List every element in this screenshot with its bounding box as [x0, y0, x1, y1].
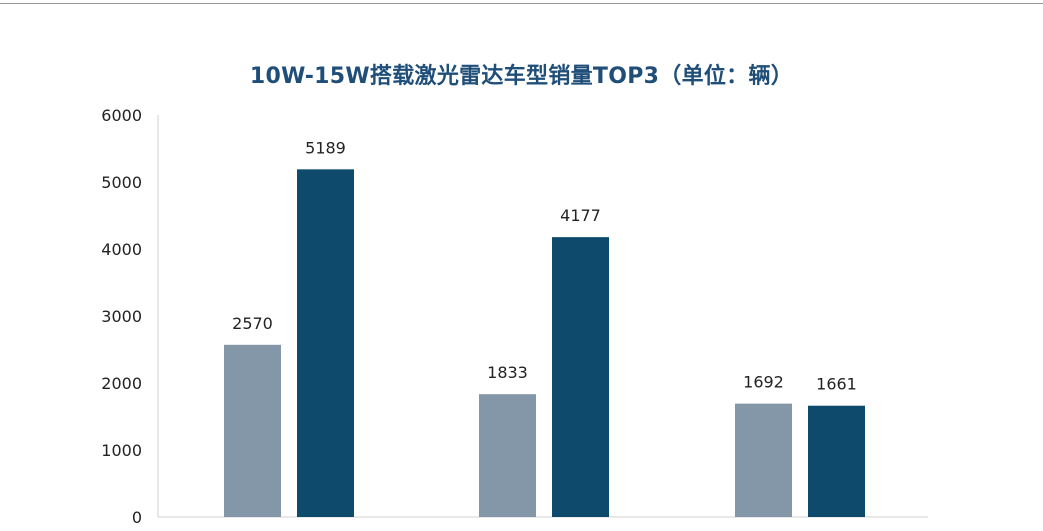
y-tick-label: 0: [132, 508, 142, 527]
bar: [297, 169, 354, 517]
y-tick-labels: 0 1000 2000 3000 4000 5000 6000: [101, 106, 142, 527]
y-tick-label: 1000: [101, 441, 142, 460]
bar-value-label: 4177: [560, 206, 601, 225]
top-divider: [0, 3, 1043, 4]
bar: [808, 405, 865, 517]
bar-value-label: 1661: [816, 375, 857, 394]
chart-title: 10W-15W搭载激光雷达车型销量TOP3（单位：辆）: [249, 64, 794, 89]
data-labels: 2570 1833 1692 5189 4177 1661: [232, 138, 857, 393]
y-tick-label: 3000: [101, 307, 142, 326]
y-tick-label: 2000: [101, 374, 142, 393]
y-tick-label: 6000: [101, 106, 142, 125]
bar: [552, 237, 609, 518]
bar: [224, 344, 281, 517]
bar-value-label: 2570: [232, 314, 273, 333]
bar-value-label: 5189: [305, 138, 346, 157]
bar: [735, 403, 792, 517]
bars: [224, 169, 865, 518]
bar-value-label: 1833: [487, 363, 528, 382]
y-tick-label: 4000: [101, 240, 142, 259]
bar-value-label: 1692: [743, 373, 784, 392]
bar: [479, 394, 536, 517]
y-tick-label: 5000: [101, 173, 142, 192]
